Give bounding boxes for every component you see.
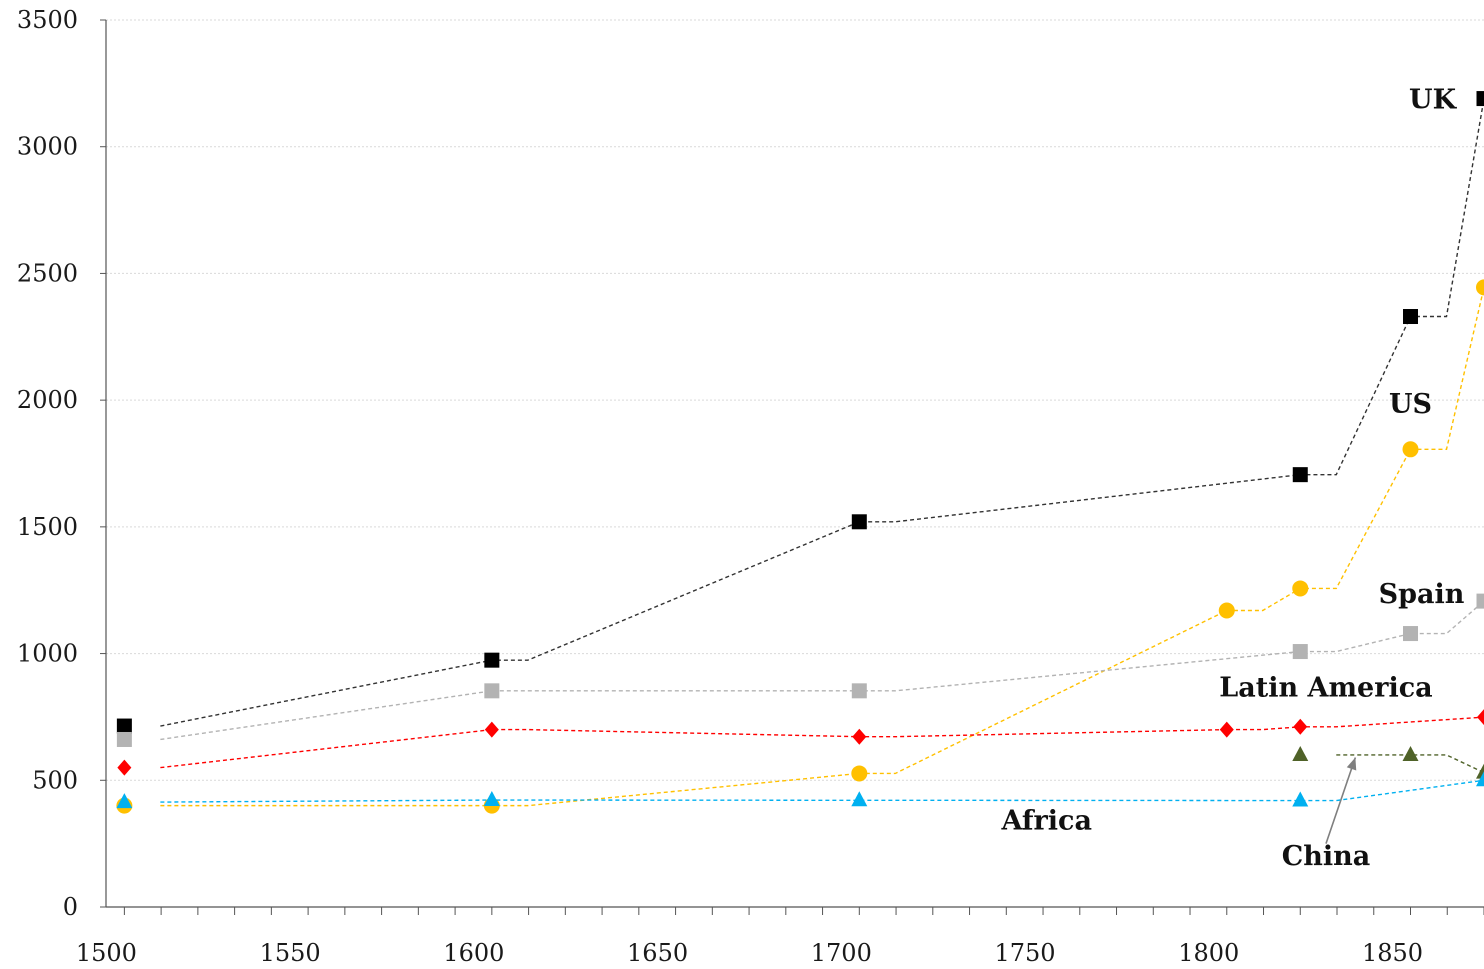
x-tick-label: 1550 [260, 939, 321, 967]
data-point-triangle [1476, 771, 1484, 787]
data-point-triangle [1402, 745, 1419, 761]
data-point-square [1292, 467, 1308, 483]
data-point-diamond [1219, 721, 1234, 738]
series-labels: UK US Spain Latin America China Africa [1000, 85, 1464, 872]
x-tick-label: 1800 [1178, 939, 1239, 967]
series-africa [116, 771, 1484, 809]
y-tick-label: 3000 [17, 133, 78, 161]
series-uk [116, 91, 1484, 734]
series-label-spain: Spain [1379, 579, 1465, 610]
data-point-diamond [484, 721, 499, 738]
data-point-circle [1218, 602, 1235, 619]
data-point-square [851, 683, 867, 699]
data-point-square [1476, 593, 1484, 609]
annotation-arrow-head [1346, 757, 1357, 771]
x-tick-label: 1600 [443, 939, 504, 967]
x-tick-label: 1500 [76, 939, 137, 967]
tick-labels: 0 500 1000 1500 2000 2500 3000 3500 1500 1550 1600… [17, 6, 1423, 967]
data-point-square [116, 718, 132, 734]
y-tick-label: 3500 [17, 6, 78, 34]
data-point-triangle [1476, 763, 1484, 779]
x-tick-label: 1850 [1362, 939, 1423, 967]
data-point-square [484, 683, 500, 699]
series-line [160, 716, 1484, 769]
series-line [160, 287, 1484, 807]
x-tick-label: 1650 [627, 939, 688, 967]
y-tick-label: 1000 [17, 640, 78, 668]
x-tick-label: 1700 [811, 939, 872, 967]
y-tick-label: 0 [63, 893, 78, 921]
series-line [160, 98, 1484, 727]
data-point-circle [851, 765, 868, 782]
series-label-africa: Africa [1000, 806, 1092, 837]
series [116, 91, 1484, 844]
data-point-diamond [852, 728, 867, 745]
data-point-diamond [117, 759, 132, 776]
axes [100, 19, 1484, 915]
data-point-circle [1476, 279, 1484, 296]
data-point-square [1403, 626, 1419, 642]
grid-lines [106, 19, 1484, 781]
y-tick-label: 1500 [17, 513, 78, 541]
data-point-triangle [116, 793, 133, 809]
series-line [160, 779, 1484, 803]
series-label-us: US [1389, 389, 1432, 420]
data-point-triangle [1292, 791, 1309, 807]
data-point-square [851, 514, 867, 530]
data-point-square [484, 652, 500, 668]
series-latin-america [117, 709, 1484, 776]
series-us [116, 279, 1484, 814]
data-point-diamond [1477, 709, 1484, 726]
series-line [1336, 754, 1484, 774]
data-point-triangle [483, 791, 500, 807]
series-label-latin-america: Latin America [1219, 673, 1432, 704]
series-label-china: China [1282, 841, 1371, 872]
data-point-circle [1292, 580, 1309, 597]
data-point-circle [1402, 441, 1419, 458]
data-point-square [1403, 309, 1419, 325]
data-point-square [1476, 91, 1484, 107]
y-tick-label: 500 [32, 766, 78, 794]
data-point-triangle [851, 791, 868, 807]
series-label-uk: UK [1409, 85, 1458, 116]
data-point-diamond [1293, 718, 1308, 735]
series-spain [116, 593, 1484, 747]
x-tick-label: 1750 [995, 939, 1056, 967]
y-tick-label: 2000 [17, 386, 78, 414]
y-tick-label: 2500 [17, 259, 78, 287]
data-point-square [116, 731, 132, 747]
series-china [1292, 745, 1484, 844]
data-point-triangle [1292, 745, 1309, 761]
data-point-square [1292, 644, 1308, 660]
annotation-arrow-line [1325, 757, 1357, 844]
series-line [160, 600, 1484, 741]
